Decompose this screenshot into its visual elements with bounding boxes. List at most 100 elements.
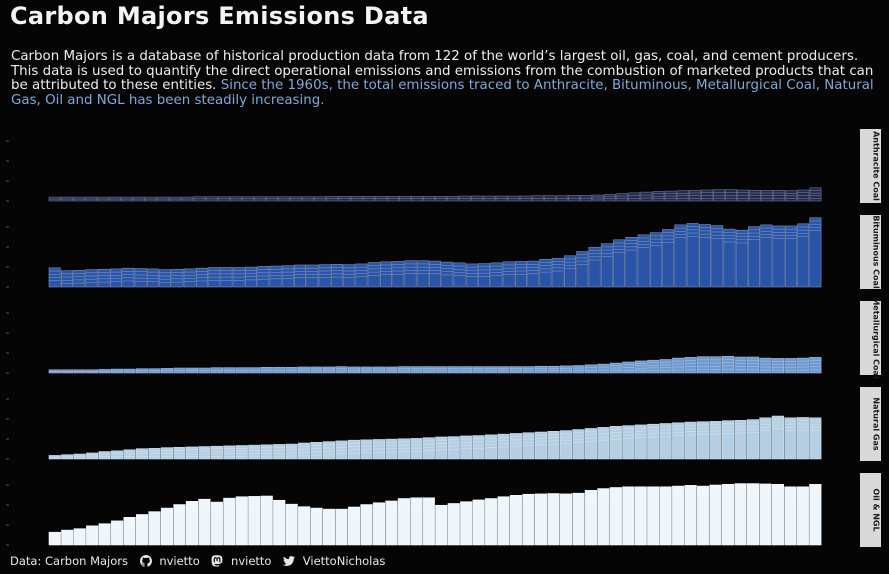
bar bbox=[674, 224, 687, 288]
bar bbox=[453, 262, 466, 288]
bar bbox=[135, 514, 149, 546]
bar bbox=[588, 246, 601, 288]
bar bbox=[372, 502, 386, 546]
bar bbox=[85, 269, 98, 288]
twitter-icon bbox=[283, 555, 296, 567]
bar bbox=[472, 366, 485, 374]
bar bbox=[447, 366, 460, 374]
facet-panel: Anthracite Coal bbox=[6, 129, 881, 203]
bar bbox=[73, 270, 86, 288]
bar bbox=[472, 499, 485, 546]
bar bbox=[522, 366, 535, 374]
bar bbox=[647, 359, 660, 374]
facet-strip bbox=[860, 215, 881, 289]
bar bbox=[597, 488, 610, 546]
bar bbox=[709, 484, 722, 546]
bar bbox=[360, 366, 373, 374]
bar bbox=[634, 486, 647, 546]
bar bbox=[721, 420, 735, 460]
github-icon bbox=[139, 554, 152, 567]
bar bbox=[160, 507, 174, 546]
facet-label: Bituminous Coal bbox=[872, 215, 881, 289]
bar bbox=[435, 436, 448, 460]
bar bbox=[310, 507, 323, 546]
bar bbox=[616, 193, 629, 202]
bar bbox=[123, 517, 136, 546]
bar bbox=[597, 427, 610, 460]
bar bbox=[559, 493, 573, 546]
bar bbox=[465, 263, 478, 288]
bar bbox=[734, 483, 747, 546]
bar bbox=[637, 234, 650, 288]
chart-subtitle: Carbon Majors is a database of historica… bbox=[11, 49, 879, 108]
bar bbox=[385, 366, 398, 374]
bar bbox=[422, 497, 435, 546]
bar bbox=[584, 490, 597, 546]
bar bbox=[460, 366, 473, 374]
bar bbox=[410, 438, 423, 460]
bar bbox=[397, 366, 410, 374]
bar bbox=[547, 431, 560, 460]
facet-label: Metallurgical Coal bbox=[872, 297, 881, 379]
bar bbox=[510, 366, 523, 374]
bar bbox=[809, 217, 822, 288]
bar bbox=[534, 431, 548, 460]
bar bbox=[771, 358, 785, 374]
bar bbox=[684, 357, 697, 374]
bar bbox=[410, 497, 423, 546]
bar bbox=[784, 417, 797, 460]
bar bbox=[640, 191, 653, 202]
bar bbox=[298, 442, 311, 460]
bar bbox=[597, 363, 610, 374]
bar bbox=[711, 225, 724, 288]
bar bbox=[260, 495, 273, 546]
bar bbox=[522, 432, 535, 460]
bar bbox=[649, 232, 662, 288]
bar bbox=[210, 445, 223, 460]
bar bbox=[662, 229, 675, 288]
bar bbox=[485, 498, 498, 546]
facet-label: Natural Gas bbox=[872, 397, 881, 450]
bar bbox=[385, 438, 398, 460]
bar bbox=[760, 224, 773, 288]
bar bbox=[198, 498, 211, 546]
bar bbox=[734, 420, 747, 460]
bar bbox=[628, 192, 641, 202]
bar bbox=[310, 366, 323, 374]
bar bbox=[310, 442, 323, 460]
bar bbox=[134, 268, 147, 288]
bar bbox=[625, 237, 638, 288]
bar bbox=[772, 225, 785, 288]
bar bbox=[447, 436, 460, 460]
bar bbox=[416, 260, 429, 288]
bar bbox=[497, 433, 510, 460]
bar bbox=[146, 268, 159, 288]
bar bbox=[784, 358, 797, 374]
bar bbox=[318, 264, 331, 288]
bar bbox=[335, 366, 348, 374]
bar bbox=[559, 365, 573, 374]
bar bbox=[110, 268, 123, 288]
bar bbox=[622, 425, 635, 460]
bar bbox=[659, 486, 672, 546]
bar bbox=[397, 438, 410, 460]
bar bbox=[809, 417, 822, 460]
caption-github-handle: nvietto bbox=[159, 553, 200, 568]
bar bbox=[809, 483, 822, 546]
bar bbox=[672, 422, 685, 460]
bar bbox=[723, 228, 736, 288]
bar bbox=[478, 263, 491, 288]
bar bbox=[269, 265, 282, 288]
bar bbox=[322, 508, 336, 546]
bar bbox=[422, 366, 435, 374]
bar bbox=[460, 435, 473, 460]
bar bbox=[634, 424, 647, 460]
bar bbox=[647, 423, 660, 460]
bar bbox=[684, 485, 697, 546]
bar bbox=[183, 268, 196, 288]
bar bbox=[73, 528, 86, 546]
bar bbox=[248, 444, 261, 460]
bar bbox=[367, 262, 380, 288]
bar bbox=[534, 365, 548, 374]
bar bbox=[604, 193, 617, 202]
